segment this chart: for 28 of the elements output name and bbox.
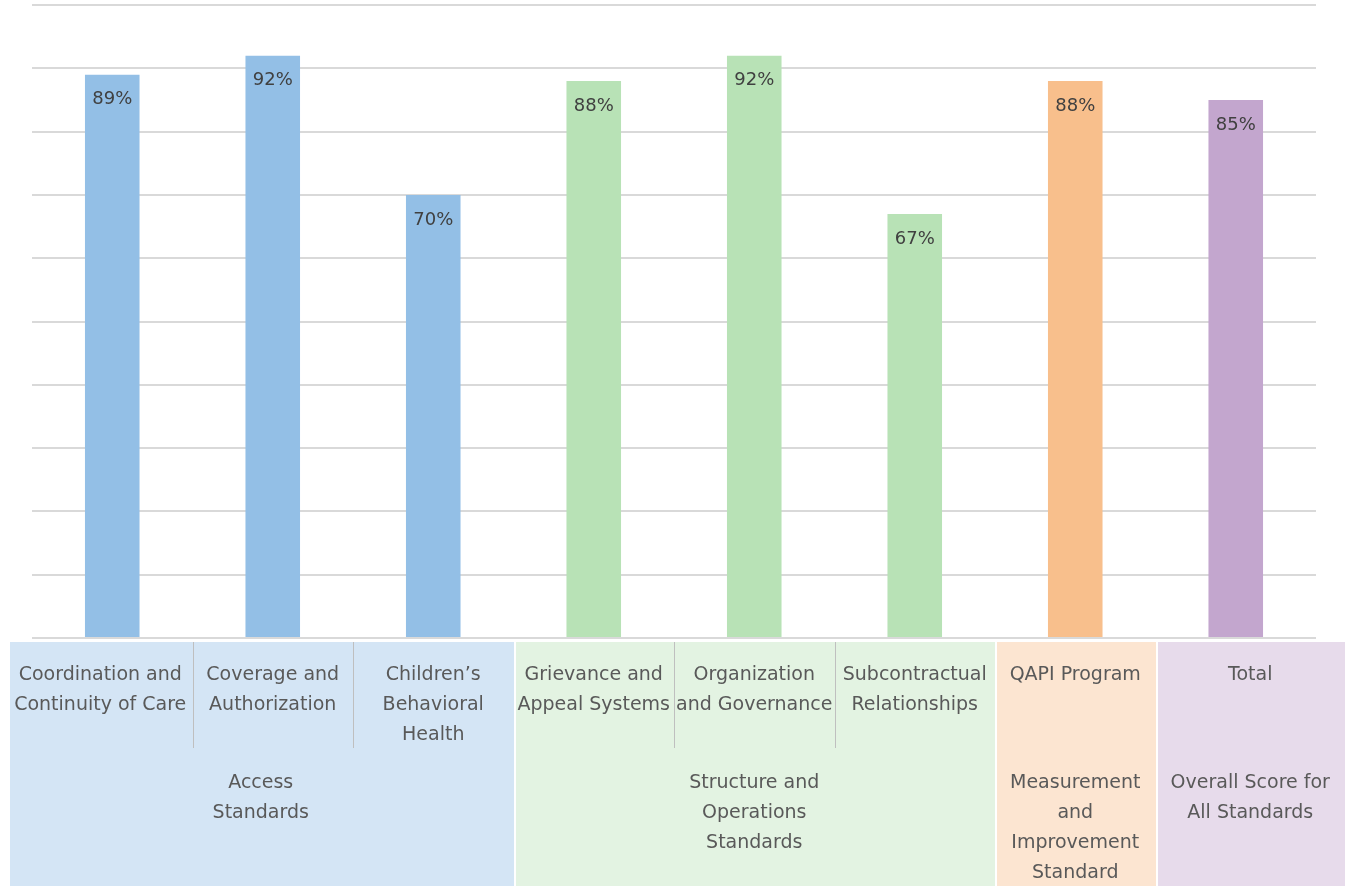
bar xyxy=(405,194,461,637)
bar xyxy=(726,55,782,637)
x-tick-label: QAPI Program xyxy=(1008,661,1142,686)
data-label: 92% xyxy=(734,68,775,90)
x-tick-label: Children’s Behavioral Health xyxy=(381,661,485,746)
x-tick-label: Organization and Governance xyxy=(676,661,833,716)
data-label: 89% xyxy=(92,87,133,109)
bar xyxy=(1047,80,1103,637)
data-label: 70% xyxy=(413,207,454,229)
x-tick-label: Total xyxy=(1227,661,1274,686)
text: Access Standards xyxy=(211,769,310,824)
x-tick-label: Coordination and Continuity of Care xyxy=(13,661,188,716)
data-label: 88% xyxy=(1055,93,1096,115)
text: Structure and Operations Standards xyxy=(688,769,821,854)
bar xyxy=(887,213,943,637)
data-label: 85% xyxy=(1215,112,1256,134)
bar xyxy=(566,80,622,637)
x-tick-label: Subcontractual Relationships xyxy=(841,661,988,716)
data-label: 92% xyxy=(252,68,293,90)
data-label: 88% xyxy=(573,93,614,115)
text: Overall Score for All Standards xyxy=(1170,769,1331,824)
x-tick-label: Grievance and Appeal Systems xyxy=(516,661,671,716)
x-tick-label: Coverage and Authorization xyxy=(205,661,341,716)
bar xyxy=(245,55,301,637)
bar xyxy=(1208,99,1264,637)
data-label: 67% xyxy=(894,226,935,248)
bar xyxy=(84,74,140,637)
text: Measurement and Improvement Standard xyxy=(1009,769,1142,884)
